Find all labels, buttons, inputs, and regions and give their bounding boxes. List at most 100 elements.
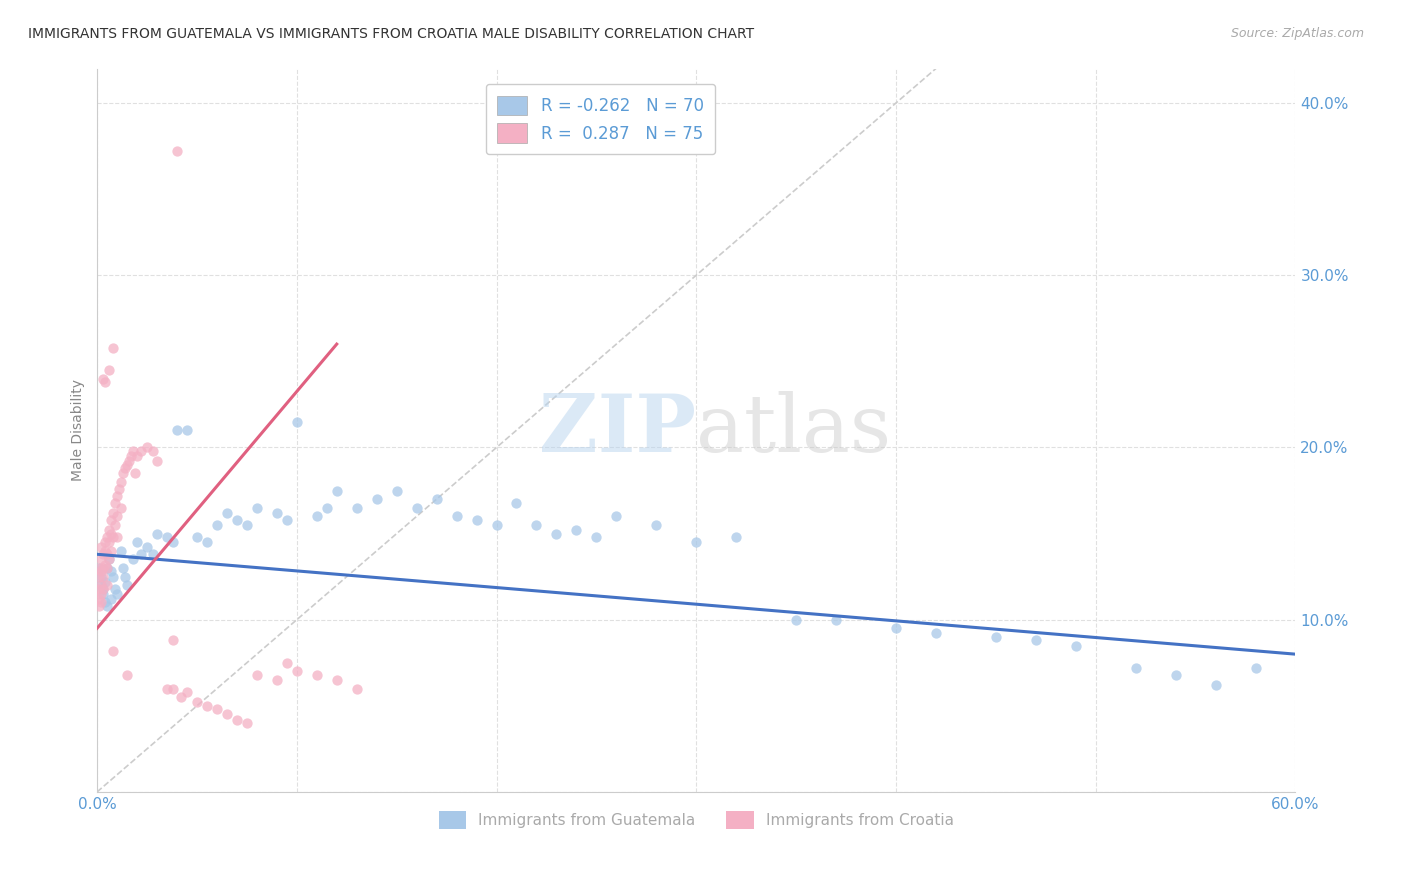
Point xyxy=(105,587,128,601)
Point xyxy=(104,495,127,509)
Point xyxy=(136,441,159,455)
Point xyxy=(101,569,124,583)
Text: ZIP: ZIP xyxy=(540,392,696,469)
Point xyxy=(91,582,114,596)
Point xyxy=(114,461,136,475)
Point xyxy=(1164,668,1187,682)
Point xyxy=(1064,639,1087,653)
Point xyxy=(94,558,117,572)
Point xyxy=(101,506,124,520)
Point xyxy=(104,582,127,596)
Point xyxy=(346,500,368,515)
Point xyxy=(96,530,118,544)
Point xyxy=(125,449,148,463)
Point xyxy=(1025,633,1047,648)
Point xyxy=(176,685,198,699)
Point xyxy=(162,681,184,696)
Point xyxy=(122,444,145,458)
Point xyxy=(142,547,165,561)
Point xyxy=(122,552,145,566)
Point xyxy=(405,500,427,515)
Point xyxy=(385,483,408,498)
Point xyxy=(225,713,247,727)
Point xyxy=(90,569,112,583)
Point xyxy=(884,621,907,635)
Point xyxy=(315,500,337,515)
Point xyxy=(111,561,134,575)
Legend: Immigrants from Guatemala, Immigrants from Croatia: Immigrants from Guatemala, Immigrants fr… xyxy=(433,805,960,835)
Point xyxy=(215,707,238,722)
Point xyxy=(236,716,259,731)
Point xyxy=(325,673,347,687)
Point xyxy=(129,547,152,561)
Point xyxy=(366,492,388,507)
Point xyxy=(725,530,748,544)
Point xyxy=(120,449,142,463)
Point xyxy=(162,535,184,549)
Point xyxy=(526,518,548,533)
Point xyxy=(87,561,110,575)
Point xyxy=(215,506,238,520)
Point xyxy=(236,518,259,533)
Point xyxy=(115,578,138,592)
Point xyxy=(605,509,627,524)
Point xyxy=(115,458,138,472)
Point xyxy=(246,500,269,515)
Point xyxy=(118,454,141,468)
Point xyxy=(276,656,298,670)
Point xyxy=(94,595,117,609)
Point xyxy=(87,599,110,613)
Point xyxy=(645,518,668,533)
Point xyxy=(96,561,118,575)
Point xyxy=(94,544,117,558)
Point xyxy=(146,454,169,468)
Text: IMMIGRANTS FROM GUATEMALA VS IMMIGRANTS FROM CROATIA MALE DISABILITY CORRELATION: IMMIGRANTS FROM GUATEMALA VS IMMIGRANTS … xyxy=(28,27,754,41)
Point xyxy=(129,444,152,458)
Point xyxy=(285,415,308,429)
Point xyxy=(98,552,121,566)
Point xyxy=(565,523,588,537)
Point xyxy=(100,544,122,558)
Point xyxy=(110,475,132,489)
Point xyxy=(205,702,228,716)
Point xyxy=(446,509,468,524)
Point xyxy=(105,530,128,544)
Point xyxy=(685,535,707,549)
Point xyxy=(426,492,449,507)
Point xyxy=(546,526,568,541)
Point xyxy=(114,569,136,583)
Point xyxy=(101,530,124,544)
Point xyxy=(925,626,948,640)
Point xyxy=(1244,661,1267,675)
Text: Source: ZipAtlas.com: Source: ZipAtlas.com xyxy=(1230,27,1364,40)
Point xyxy=(94,535,117,549)
Point xyxy=(98,535,121,549)
Point xyxy=(170,690,193,705)
Point xyxy=(505,495,527,509)
Point xyxy=(325,483,347,498)
Point xyxy=(305,509,328,524)
Point xyxy=(176,423,198,437)
Point xyxy=(105,509,128,524)
Point xyxy=(984,630,1007,644)
Point xyxy=(100,526,122,541)
Point xyxy=(87,592,110,607)
Point xyxy=(285,665,308,679)
Point xyxy=(90,595,112,609)
Point xyxy=(305,668,328,682)
Point xyxy=(90,565,112,579)
Point xyxy=(90,578,112,592)
Point xyxy=(91,547,114,561)
Point xyxy=(162,633,184,648)
Point xyxy=(585,530,607,544)
Point xyxy=(785,613,807,627)
Point xyxy=(108,482,131,496)
Point xyxy=(115,668,138,682)
Point xyxy=(87,561,110,575)
Point xyxy=(166,145,188,159)
Point xyxy=(166,423,188,437)
Point xyxy=(1205,678,1227,692)
Point xyxy=(96,578,118,592)
Point xyxy=(266,506,288,520)
Point xyxy=(100,565,122,579)
